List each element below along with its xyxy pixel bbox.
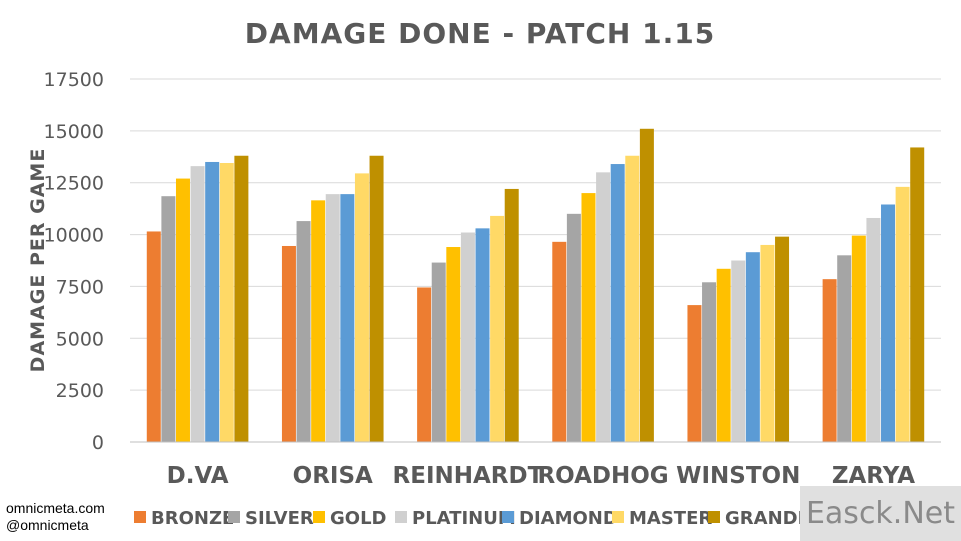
bar-silver-dva bbox=[161, 196, 176, 442]
y-tick-label: 7500 bbox=[56, 276, 104, 298]
legend-swatch-master bbox=[612, 511, 624, 523]
bar-platinum-roadhog bbox=[596, 172, 611, 443]
bar-diamond-orisa bbox=[340, 194, 355, 442]
legend-label-diamond: DIAMOND bbox=[519, 508, 618, 529]
bar-platinum-zarya bbox=[866, 217, 881, 442]
legend-swatch-platinum bbox=[395, 511, 407, 523]
bar-bronze-zarya bbox=[822, 279, 837, 442]
bar-grandmaster-orisa bbox=[369, 155, 384, 442]
bar-gold-roadhog bbox=[581, 193, 596, 442]
y-axis-label: DAMAGE PER GAME bbox=[27, 148, 49, 373]
credit-handle: @omnicmeta bbox=[6, 517, 89, 533]
y-tick-label: 17500 bbox=[44, 69, 104, 91]
legend-swatch-diamond bbox=[502, 511, 514, 523]
legend-swatch-gold bbox=[313, 511, 325, 523]
bar-grandmaster-winston bbox=[775, 236, 790, 442]
y-tick-labels: 0 2500 5000 7500 10000 12500 15000 17500 bbox=[44, 69, 104, 454]
y-tick-label: 15000 bbox=[44, 121, 104, 143]
bar-grandmaster-zarya bbox=[910, 147, 925, 443]
bar-silver-roadhog bbox=[566, 213, 581, 442]
legend-label-silver: SILVER bbox=[245, 508, 314, 529]
bar-master-zarya bbox=[895, 186, 910, 442]
legend-label-grandmaster: GRANDMASTER bbox=[725, 508, 881, 529]
y-tick-label: 2500 bbox=[56, 380, 104, 402]
bar-master-dva bbox=[219, 163, 234, 442]
bar-bronze-roadhog bbox=[552, 241, 567, 442]
y-tick-label: 0 bbox=[92, 432, 104, 454]
bar-gold-dva bbox=[175, 178, 190, 442]
y-tick-label: 5000 bbox=[56, 328, 104, 350]
bar-platinum-reinhardt bbox=[460, 232, 475, 442]
bar-silver-winston bbox=[702, 282, 717, 442]
y-tick-label: 12500 bbox=[44, 173, 104, 195]
legend-swatch-grandmaster bbox=[708, 511, 720, 523]
bar-bronze-orisa bbox=[281, 245, 296, 442]
bar-diamond-winston bbox=[745, 252, 760, 442]
credits: omnicmeta.com @omnicmeta bbox=[6, 500, 105, 534]
chart-title: DAMAGE DONE - PATCH 1.15 bbox=[245, 17, 715, 50]
bar-silver-reinhardt bbox=[431, 262, 446, 442]
gridlines bbox=[130, 78, 941, 391]
bar-silver-zarya bbox=[837, 255, 852, 442]
legend-swatch-silver bbox=[228, 511, 240, 523]
bar-platinum-orisa bbox=[325, 194, 340, 442]
bar-diamond-reinhardt bbox=[475, 228, 490, 442]
bars bbox=[146, 128, 925, 443]
bar-grandmaster-reinhardt bbox=[504, 188, 519, 442]
bar-master-winston bbox=[760, 244, 775, 442]
bar-bronze-winston bbox=[687, 305, 702, 442]
bar-grandmaster-roadhog bbox=[639, 128, 654, 443]
bar-bronze-dva bbox=[146, 231, 161, 442]
bar-platinum-winston bbox=[731, 260, 746, 442]
x-tick-label: REINHARDT bbox=[393, 463, 544, 489]
legend-label-platinum: PLATINUM bbox=[412, 508, 516, 529]
bar-master-reinhardt bbox=[490, 215, 505, 442]
x-tick-label: ZARYA bbox=[832, 463, 915, 489]
bar-platinum-dva bbox=[190, 166, 205, 442]
bar-master-roadhog bbox=[625, 155, 640, 442]
bar-master-orisa bbox=[354, 173, 369, 442]
bar-diamond-zarya bbox=[881, 204, 896, 442]
x-tick-label: ORISA bbox=[293, 463, 373, 489]
legend-swatch-bronze bbox=[134, 511, 146, 523]
x-tick-label: ROADHOG bbox=[537, 463, 668, 489]
bar-gold-reinhardt bbox=[446, 247, 461, 442]
x-tick-label: D.VA bbox=[167, 463, 229, 489]
bar-gold-orisa bbox=[311, 200, 326, 442]
watermark: Easck.Net bbox=[800, 486, 961, 541]
bar-bronze-reinhardt bbox=[417, 287, 432, 442]
bar-diamond-dva bbox=[205, 161, 220, 442]
credit-website: omnicmeta.com bbox=[6, 500, 105, 516]
legend-label-gold: GOLD bbox=[330, 508, 387, 529]
bar-grandmaster-dva bbox=[234, 155, 249, 442]
x-tick-label: WINSTON bbox=[676, 463, 800, 489]
bar-gold-zarya bbox=[851, 235, 866, 442]
bar-gold-winston bbox=[716, 268, 731, 442]
y-tick-label: 10000 bbox=[44, 225, 104, 247]
bar-diamond-roadhog bbox=[610, 164, 625, 442]
legend-label-master: MASTER bbox=[629, 508, 712, 529]
legend-label-bronze: BRONZE bbox=[151, 508, 234, 529]
bar-silver-orisa bbox=[296, 221, 311, 442]
